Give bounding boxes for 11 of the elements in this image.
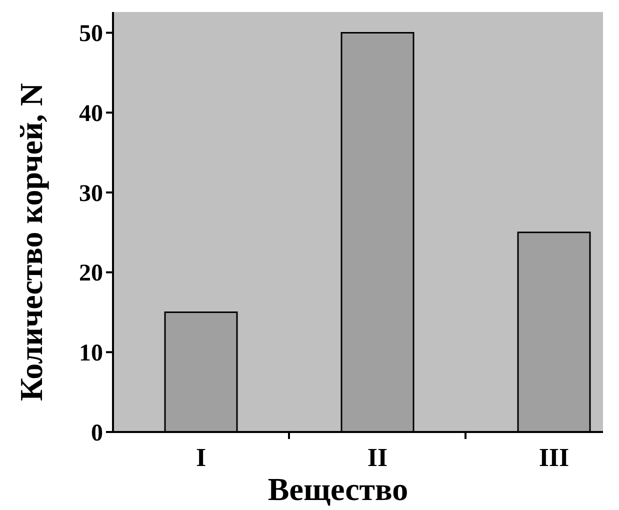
x-tick-label: III <box>538 443 570 472</box>
y-tick-label: 0 <box>91 420 103 446</box>
y-axis-title: Количество корчей, N <box>13 82 49 402</box>
y-tick-label: 10 <box>79 340 103 367</box>
y-tick-label: 20 <box>79 260 103 287</box>
x-tick-label: I <box>196 443 206 472</box>
y-tick-label: 30 <box>79 180 103 207</box>
y-tick-label: 50 <box>79 21 103 48</box>
x-tick-label: II <box>367 443 388 472</box>
x-axis-title: Вещество <box>268 471 408 507</box>
y-tick-label: 40 <box>79 101 103 128</box>
